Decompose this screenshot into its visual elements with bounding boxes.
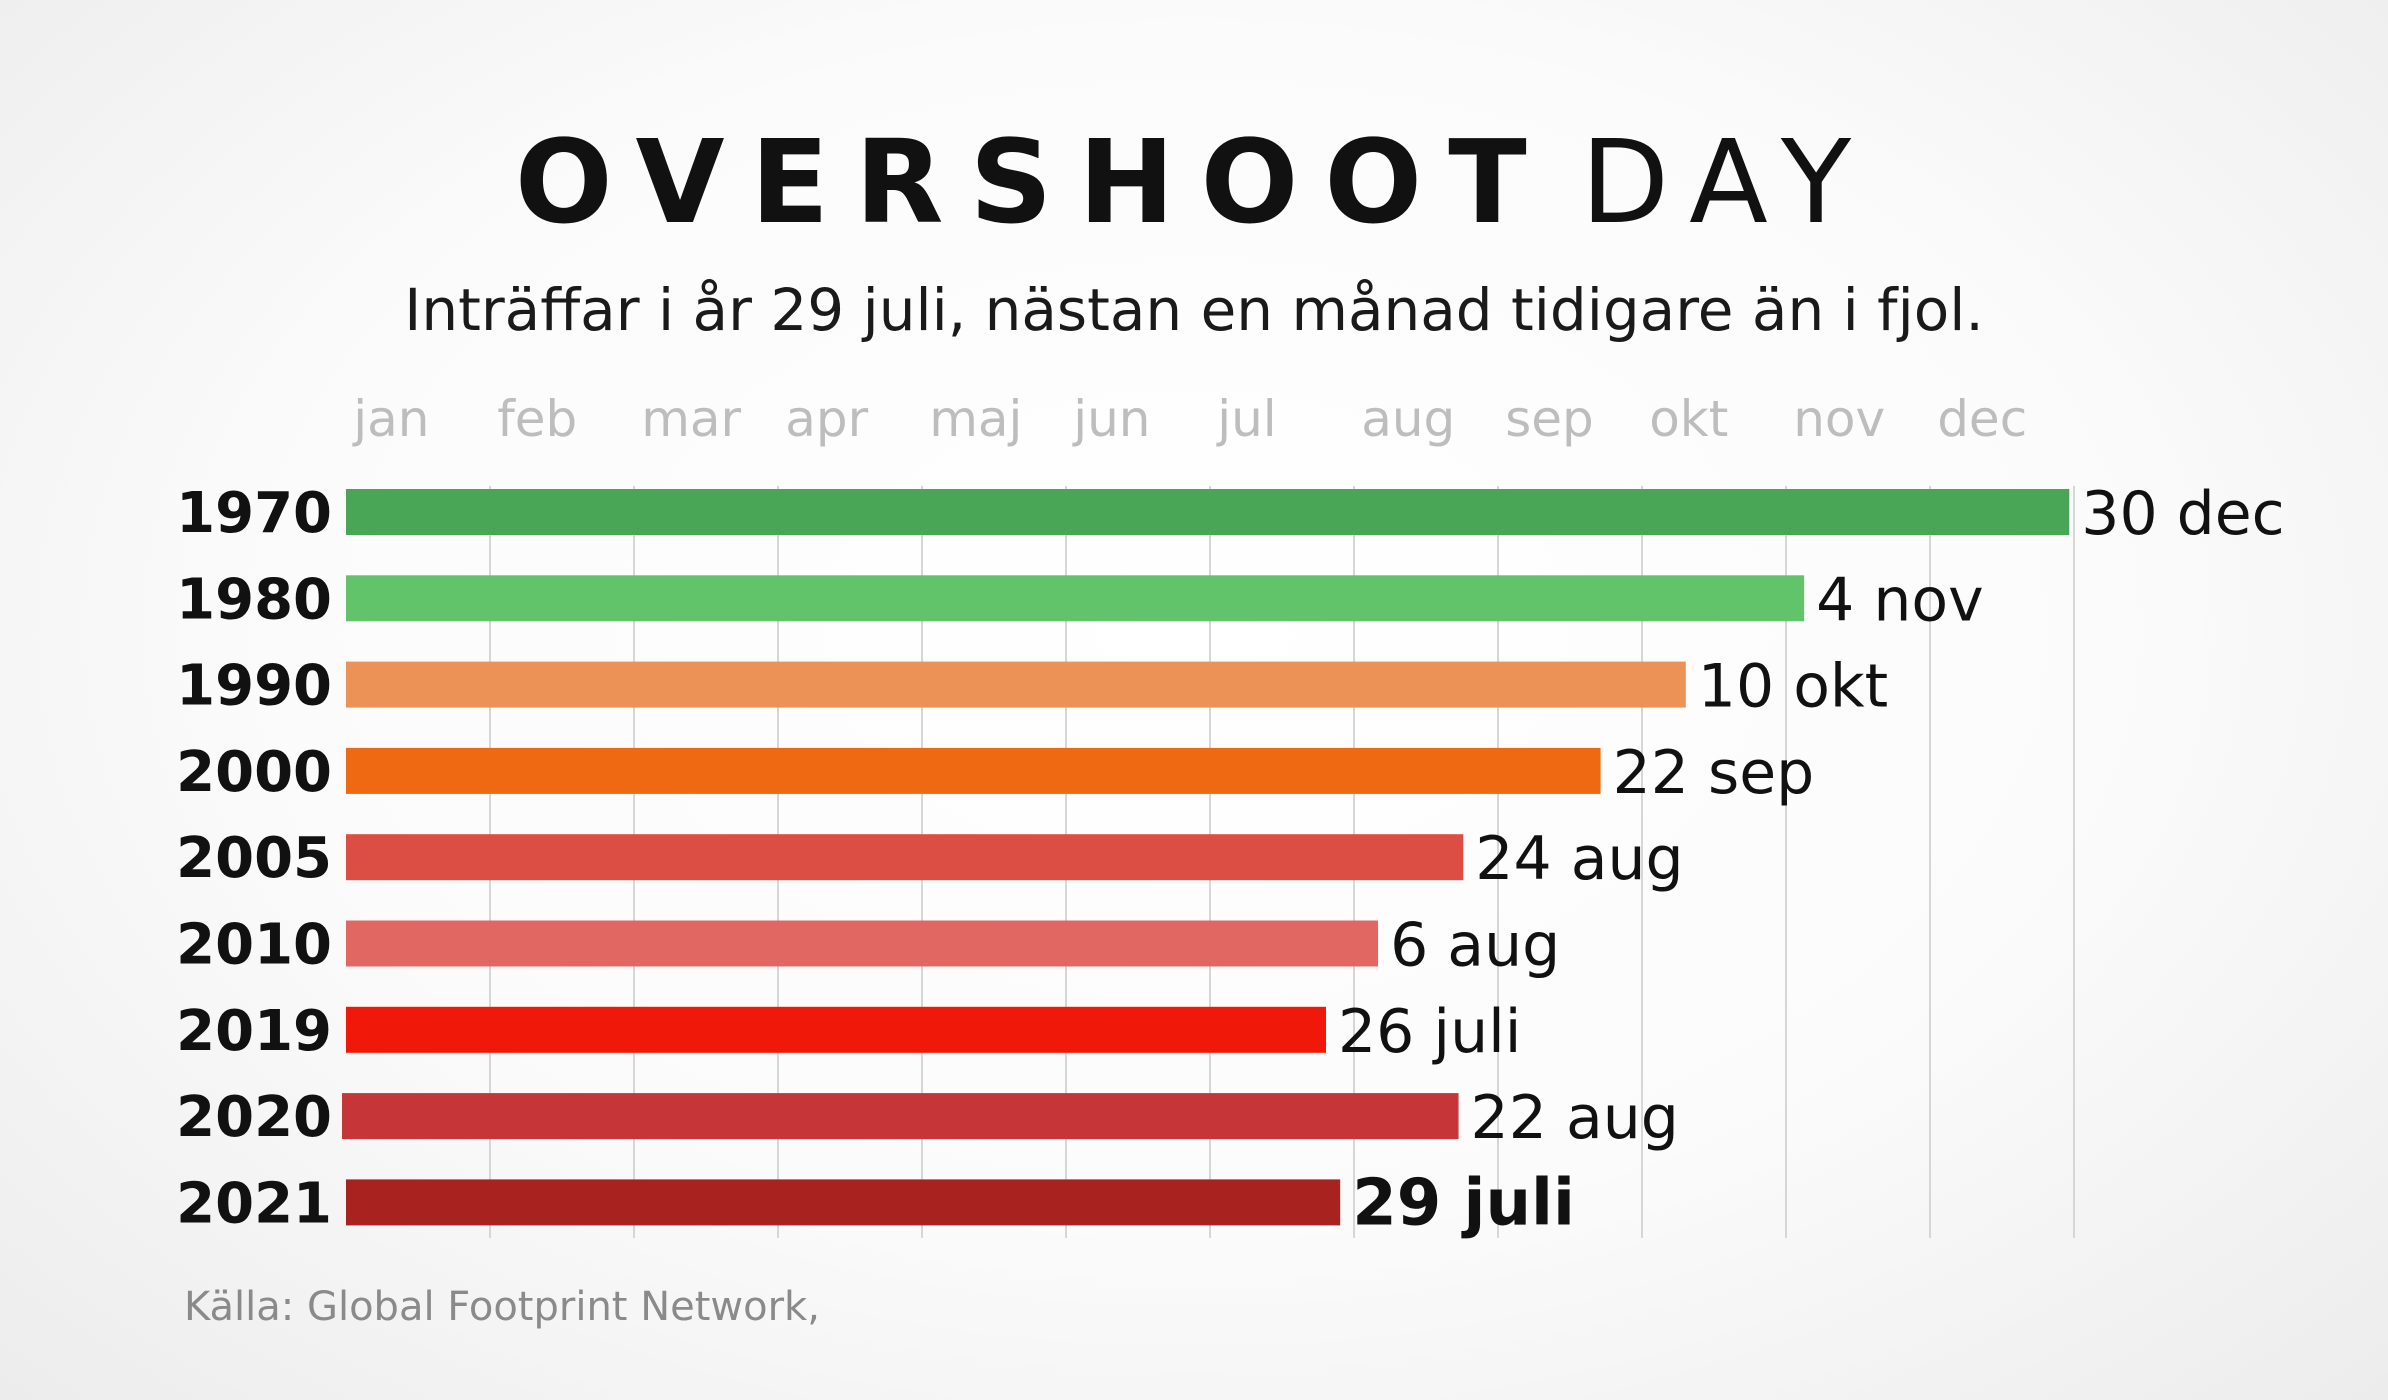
x-tick-label: nov <box>1793 390 1885 448</box>
bar-1980 <box>346 575 1805 622</box>
x-tick-label: apr <box>785 390 868 448</box>
bar-1970 <box>346 489 2070 535</box>
y-tick-label: 1990 <box>176 654 332 719</box>
y-tick-label: 2021 <box>176 1171 332 1236</box>
x-tick-label: aug <box>1361 390 1455 448</box>
x-tick-label: jul <box>1216 390 1276 448</box>
x-tick-label: mar <box>641 390 741 448</box>
bar-2019 <box>346 1006 1326 1053</box>
bar-1990 <box>346 661 1686 708</box>
y-tick-label: 2000 <box>176 740 332 805</box>
x-tick-label: maj <box>929 390 1022 448</box>
title-light: DAY <box>1580 116 1874 250</box>
bar-2005 <box>346 834 1464 881</box>
data-label: 22 aug <box>1471 1083 1679 1153</box>
y-tick-label: 2010 <box>176 913 332 978</box>
x-tick-label: jun <box>1072 390 1150 448</box>
y-tick-label: 2019 <box>176 999 332 1064</box>
data-label: 22 sep <box>1613 738 1815 808</box>
x-tick-label: okt <box>1649 390 1728 448</box>
data-label: 26 juli <box>1338 997 1521 1067</box>
bar-2000 <box>346 747 1601 794</box>
data-label: 29 juli <box>1352 1166 1575 1240</box>
chart-subtitle: Inträffar i år 29 juli, nästan en månad … <box>404 276 1984 344</box>
bar-2021 <box>346 1179 1341 1226</box>
bar-2010 <box>346 920 1379 967</box>
data-label: 10 okt <box>1698 652 1888 722</box>
x-tick-label: jan <box>352 390 429 448</box>
bar-2020 <box>342 1093 1459 1140</box>
source-note: Källa: Global Footprint Network, <box>184 1284 820 1330</box>
title-bold: OVERSHOOT <box>514 116 1553 250</box>
data-label: 4 nov <box>1816 565 1984 635</box>
y-tick-label: 2020 <box>176 1085 332 1150</box>
y-tick-label: 1970 <box>176 481 332 546</box>
x-tick-label: dec <box>1937 390 2027 448</box>
data-label: 30 dec <box>2081 479 2284 549</box>
chart-title: OVERSHOOT DAY <box>0 118 2388 248</box>
y-tick-label: 1980 <box>176 567 332 632</box>
data-label: 24 aug <box>1475 824 1683 894</box>
data-label: 6 aug <box>1390 911 1560 981</box>
x-tick-label: feb <box>497 390 577 448</box>
x-tick-label: sep <box>1505 390 1594 448</box>
y-tick-label: 2005 <box>176 826 332 891</box>
